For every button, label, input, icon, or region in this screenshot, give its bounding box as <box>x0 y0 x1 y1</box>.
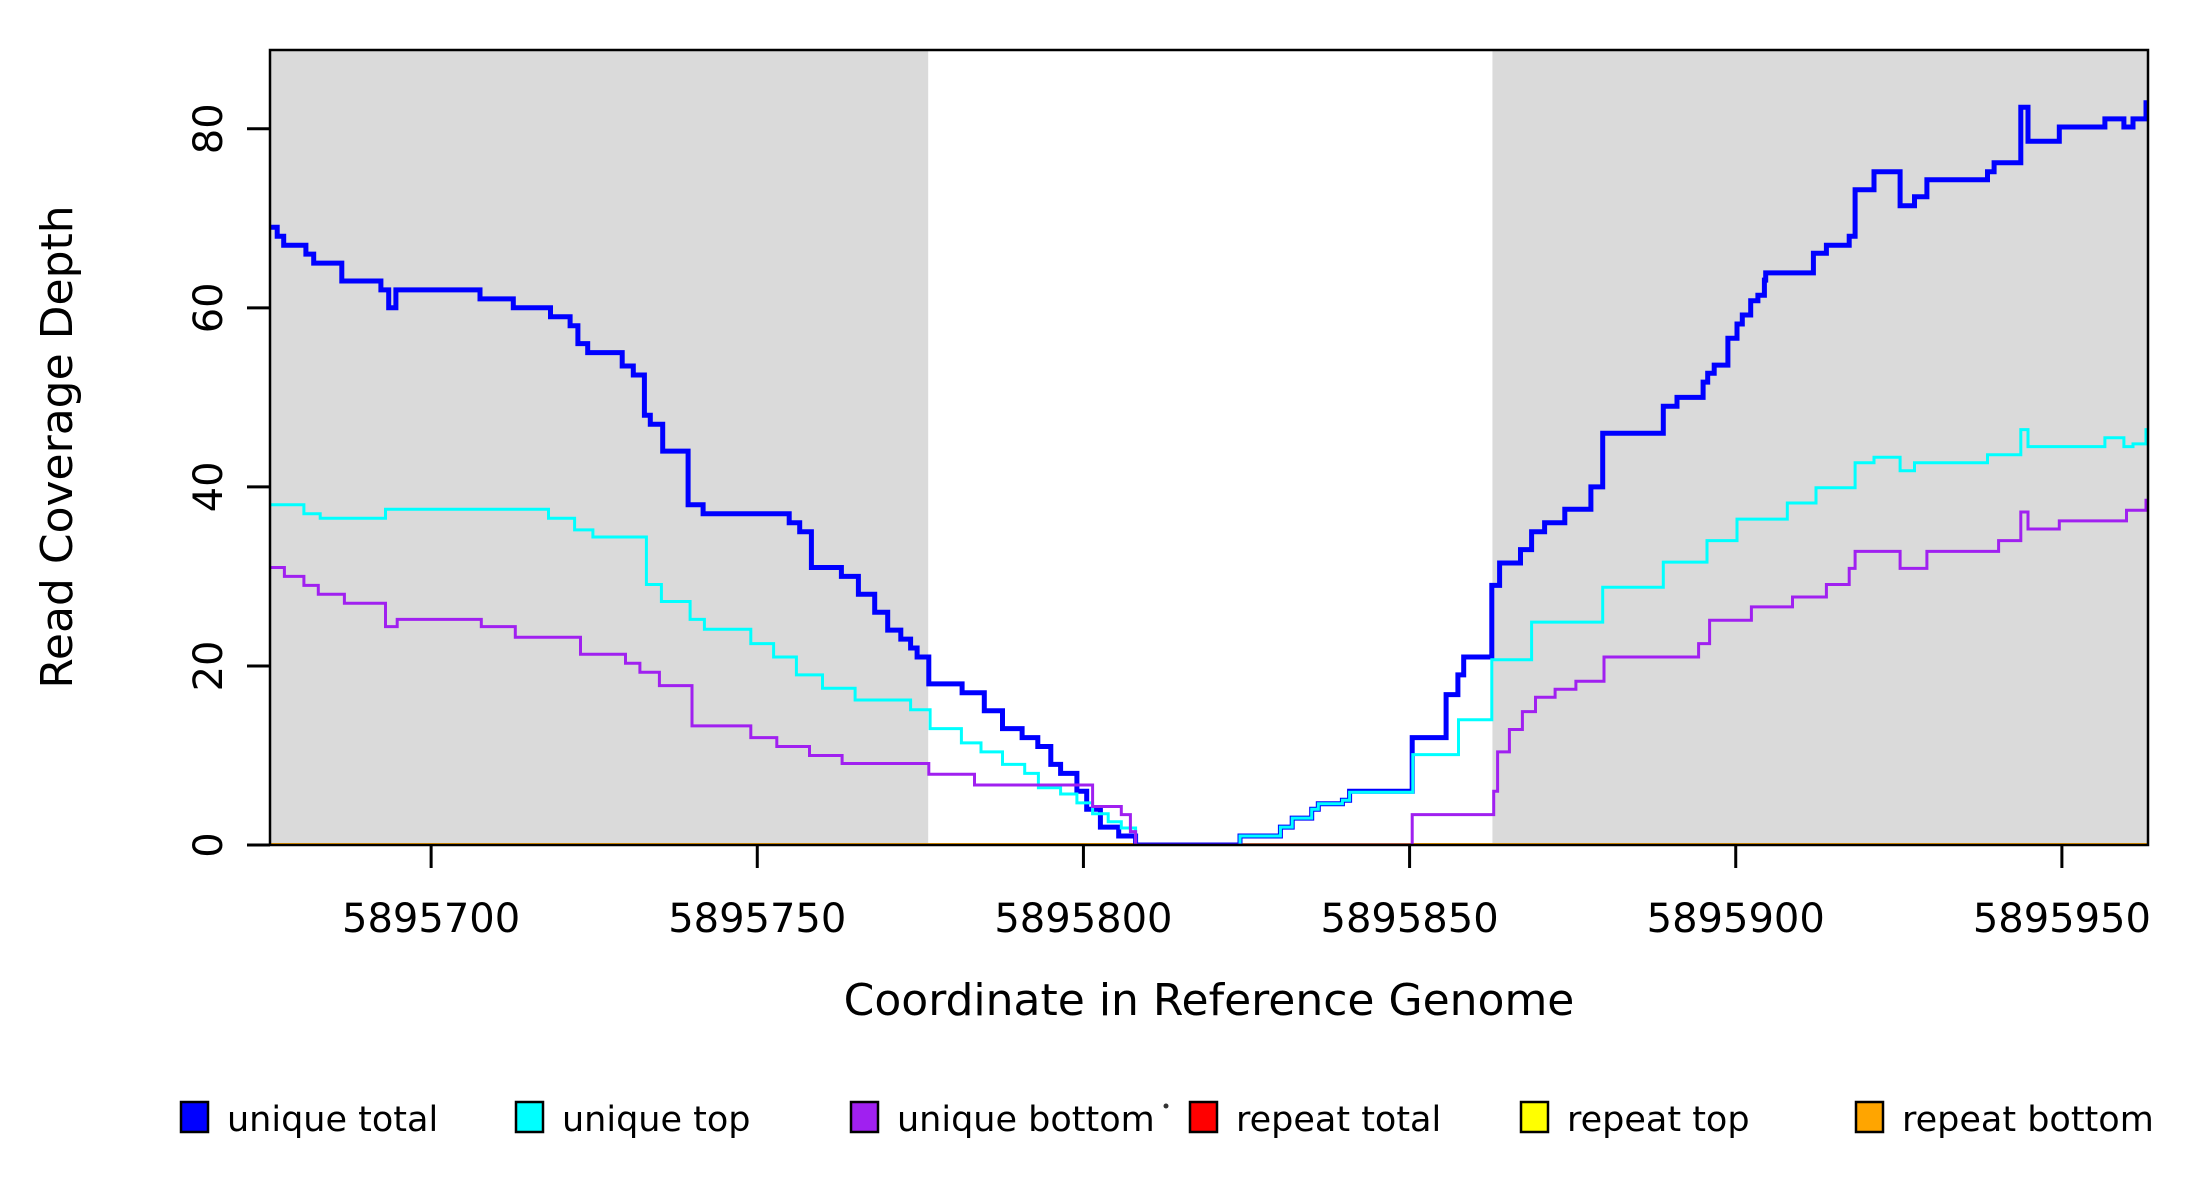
legend-swatch <box>1854 1100 1885 1134</box>
x-tick-label: 5895850 <box>1321 896 1499 942</box>
x-tick-label: 5895750 <box>668 896 846 942</box>
legend: unique total unique top unique bottom repea… <box>179 1100 2154 1140</box>
legend-item: repeat bottom <box>1854 1100 2154 1140</box>
x-tick-label: 5895950 <box>1973 896 2151 942</box>
legend-item-label: unique top <box>562 1100 751 1140</box>
legend-item-label: unique bottom <box>897 1100 1155 1140</box>
series-line-unique-bottom <box>270 498 2148 845</box>
legend-item: repeat total <box>1188 1100 1441 1140</box>
y-tick-label: 20 <box>186 640 232 691</box>
legend-swatch <box>1188 1100 1219 1134</box>
y-tick-label: 60 <box>186 282 232 333</box>
stray-dot <box>1163 1103 1169 1109</box>
legend-item-label: repeat bottom <box>1902 1100 2154 1140</box>
legend-item: unique top <box>514 1100 751 1140</box>
shaded-region <box>270 50 929 845</box>
axis-tick-labels: 5895700 5895750 5895800 5895850 5895900 58959… <box>186 103 2151 942</box>
legend-swatch <box>1519 1100 1550 1134</box>
x-axis-title: Coordinate in Reference Genome <box>844 975 1575 1026</box>
x-tick-label: 5895900 <box>1647 896 1825 942</box>
legend-swatch <box>849 1100 880 1134</box>
legend-item: unique bottom <box>849 1100 1155 1140</box>
x-tick-label: 5895800 <box>994 896 1172 942</box>
y-axis-title: Read Coverage Depth <box>32 205 83 688</box>
legend-item: repeat top <box>1519 1100 1750 1140</box>
legend-item-label: unique total <box>227 1100 438 1140</box>
plot-border <box>268 48 2150 847</box>
legend-item-label: repeat total <box>1236 1100 1441 1140</box>
legend-swatch <box>514 1100 545 1134</box>
legend-item: unique total <box>179 1100 438 1140</box>
y-tick-label: 80 <box>186 103 232 154</box>
series-lines <box>270 100 2148 845</box>
legend-item-label: repeat top <box>1567 1100 1750 1140</box>
axis-ticks <box>247 127 2064 868</box>
x-tick-label: 5895700 <box>342 896 520 942</box>
stray-mark <box>1163 1103 1169 1109</box>
y-tick-label: 40 <box>186 461 232 512</box>
legend-swatch <box>179 1100 210 1134</box>
shaded-regions <box>270 50 2148 845</box>
y-tick-label: 0 <box>186 832 232 857</box>
series-line-unique-top <box>270 428 2148 845</box>
